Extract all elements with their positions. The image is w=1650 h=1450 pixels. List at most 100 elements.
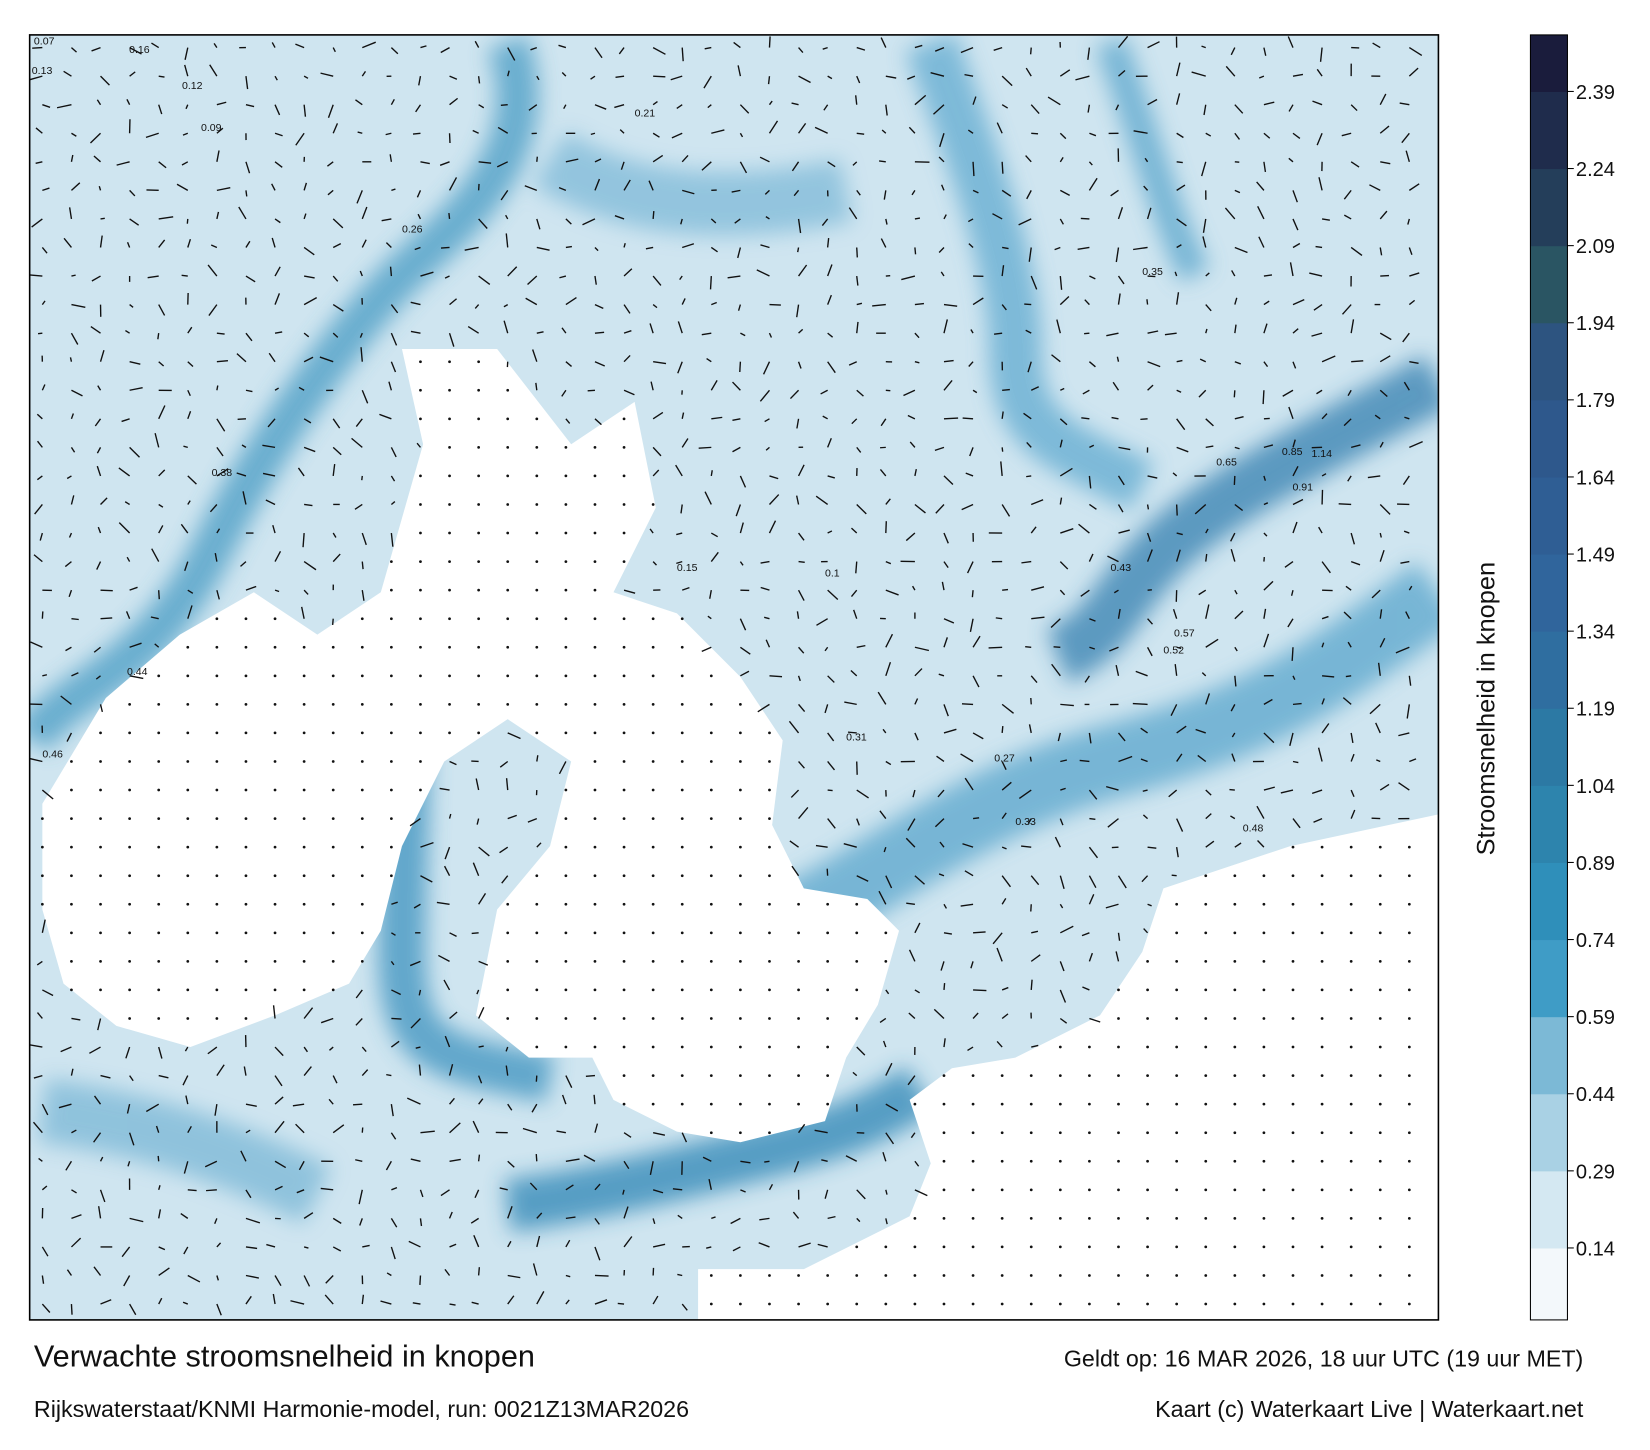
land-dot <box>390 560 393 563</box>
arrow <box>449 1097 455 1105</box>
land-dot <box>244 788 248 792</box>
arrow <box>34 504 43 515</box>
land-dot <box>1349 874 1353 878</box>
arrow <box>41 789 54 800</box>
arrow <box>274 551 282 562</box>
arrow <box>1117 207 1124 220</box>
land-dot <box>1262 874 1266 878</box>
land-dot <box>826 931 830 935</box>
arrow <box>882 1152 887 1162</box>
arrow <box>158 1185 161 1191</box>
arrow <box>1372 42 1381 49</box>
arrow <box>623 589 636 594</box>
land-dot <box>128 931 131 935</box>
source: Rijkswaterstaat/KNMI Harmonie-model, run… <box>34 1396 689 1422</box>
arrow <box>1284 561 1294 568</box>
arrow <box>1234 503 1244 512</box>
land-dot <box>971 1159 975 1163</box>
arrow <box>1379 783 1390 791</box>
arrow <box>303 589 309 595</box>
land-dot <box>331 645 335 649</box>
arrow <box>1142 814 1149 820</box>
arrow <box>817 1243 828 1248</box>
land-dot <box>564 845 568 849</box>
arrow <box>505 1046 509 1052</box>
arrow <box>1060 925 1074 934</box>
arrow <box>914 875 925 885</box>
land-dot <box>331 817 335 820</box>
arrow <box>1289 732 1294 746</box>
land-dot <box>1058 1188 1062 1192</box>
land-dot <box>419 560 422 563</box>
land-dot <box>768 788 771 792</box>
speed-label: 0.26 <box>402 224 423 236</box>
arrow <box>1202 236 1207 248</box>
arrow <box>1031 586 1045 591</box>
land-dot <box>273 845 277 849</box>
arrow <box>1001 304 1007 311</box>
arrow <box>969 618 974 633</box>
land-dot <box>593 931 597 935</box>
arrow <box>848 207 858 220</box>
arrow <box>677 1273 683 1277</box>
land-dot <box>768 760 771 763</box>
arrow <box>408 1240 421 1248</box>
land-dot <box>1233 931 1237 935</box>
arrow <box>29 757 43 763</box>
arrow <box>856 46 866 51</box>
land-dot <box>390 874 393 878</box>
arrow <box>587 389 596 392</box>
arrow <box>183 445 188 449</box>
arrow <box>759 389 771 402</box>
arrow <box>1175 504 1178 516</box>
arrow <box>1263 502 1269 506</box>
arrow <box>121 1246 131 1258</box>
arrow <box>1201 161 1207 177</box>
land-dot <box>70 845 73 849</box>
land-dot <box>680 902 684 906</box>
arrow <box>1176 132 1184 139</box>
arrow <box>739 646 751 655</box>
arrow <box>649 323 654 334</box>
arrow <box>158 405 166 420</box>
land-dot <box>1146 1188 1149 1192</box>
arrow <box>478 960 489 966</box>
arrow <box>507 814 517 820</box>
arrow <box>1001 447 1004 452</box>
arrow <box>1263 132 1271 139</box>
arrow <box>765 639 771 648</box>
land-dot <box>942 1245 946 1249</box>
arrow <box>822 415 828 420</box>
land-dot <box>739 931 742 935</box>
arrow <box>1176 359 1183 363</box>
arrow <box>1117 475 1125 486</box>
arrow <box>303 1007 314 1019</box>
land-dot <box>709 845 713 849</box>
arrow <box>245 275 256 283</box>
arrow <box>1175 292 1180 305</box>
land-dot <box>1349 1274 1353 1277</box>
arrow <box>1263 323 1268 334</box>
arrow <box>412 132 421 135</box>
arrow <box>1263 633 1270 648</box>
arrow <box>303 1275 311 1287</box>
arrow <box>677 361 683 374</box>
arrow <box>158 1246 166 1251</box>
land-dot <box>70 902 73 906</box>
arrow <box>1374 414 1381 420</box>
land-dot <box>564 931 568 935</box>
arrow <box>1405 611 1410 620</box>
arrow <box>420 841 434 848</box>
arrow <box>1201 672 1207 677</box>
arrow <box>815 495 829 506</box>
arrow <box>361 206 368 220</box>
arrow <box>1197 754 1207 763</box>
arrow <box>1234 189 1241 194</box>
arrow <box>507 1103 513 1111</box>
arrow <box>1147 475 1158 479</box>
arrow <box>618 47 625 55</box>
arrow <box>1322 675 1335 678</box>
land-dot <box>477 703 481 706</box>
land-dot <box>739 760 742 763</box>
land-dot <box>768 1017 771 1020</box>
